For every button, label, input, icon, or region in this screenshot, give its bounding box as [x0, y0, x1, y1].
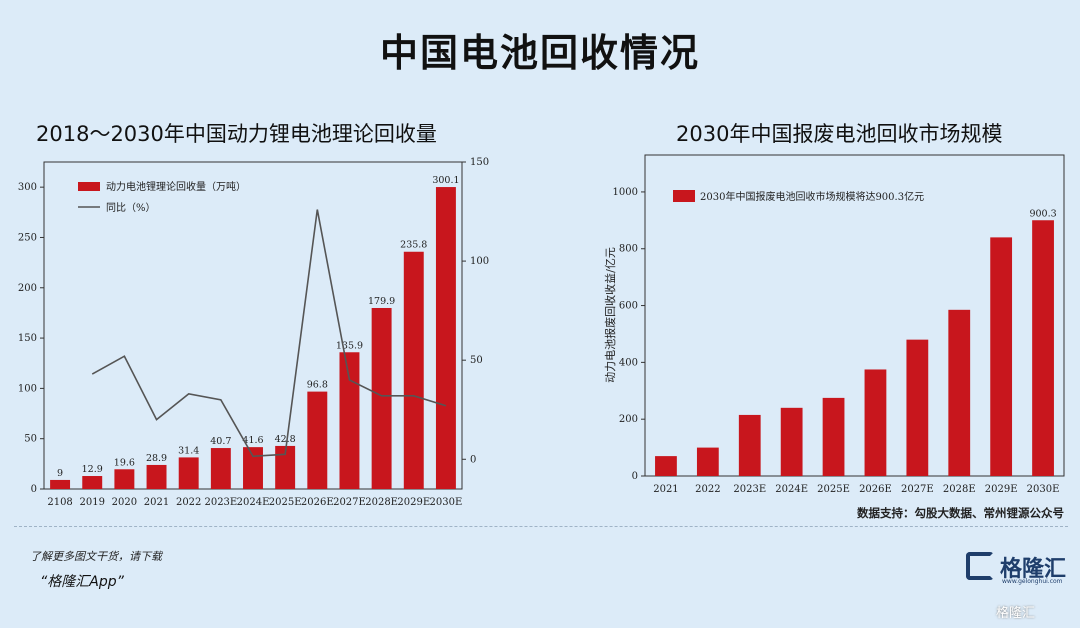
market-x-tick-label: 2022	[695, 484, 720, 495]
left-x-tick-label: 2028E	[365, 497, 398, 508]
volume-bar-label: 12.9	[82, 464, 103, 475]
left-y-tick-label: 200	[18, 283, 37, 294]
right-y-tick-label: 50	[470, 355, 483, 366]
volume-bar	[339, 352, 360, 489]
market-x-tick-label: 2030E	[1027, 484, 1060, 495]
left-y-tick-label: 300	[18, 182, 37, 193]
legend-line-label: 同比（%）	[106, 202, 156, 214]
right-y-tick-label: 0	[470, 454, 476, 465]
left-x-tick-label: 2020	[112, 497, 137, 508]
market-bar	[1032, 220, 1054, 476]
left-y-tick-label: 0	[31, 484, 37, 495]
market-bar	[864, 369, 887, 476]
volume-bar	[243, 447, 263, 489]
market-legend-label: 2030年中国报废电池回收市场规模将达900.3亿元	[700, 190, 924, 203]
market-x-tick-label: 2029E	[985, 484, 1018, 495]
market-bar	[696, 447, 719, 476]
left-x-tick-label: 2019	[80, 497, 105, 508]
market-y-tick-label: 400	[619, 357, 638, 368]
left-x-tick-label: 2030E	[430, 497, 463, 508]
volume-bar	[146, 464, 167, 489]
volume-bar-label: 41.6	[242, 435, 263, 446]
market-bar	[990, 237, 1013, 476]
volume-bar-label: 40.7	[210, 436, 231, 447]
volume-bar	[403, 251, 424, 489]
logo-mark-icon	[966, 552, 994, 580]
market-bar	[906, 339, 929, 476]
left-x-tick-label: 2027E	[333, 497, 366, 508]
volume-bar	[371, 307, 392, 489]
market-x-tick-label: 2028E	[943, 484, 976, 495]
market-x-tick-label: 2023E	[733, 484, 766, 495]
download-note: 了解更多图文干货，请下载	[30, 550, 162, 563]
left-y-tick-label: 50	[24, 434, 37, 445]
volume-bar-label: 179.9	[368, 296, 395, 307]
market-y-tick-label: 0	[632, 471, 638, 482]
legend-bar-label: 动力电池锂理论回收量（万吨）	[106, 180, 246, 193]
right-y-tick-label: 100	[470, 256, 489, 267]
left-x-tick-label: 2026E	[301, 497, 334, 508]
left-y-tick-label: 100	[18, 383, 37, 394]
market-y-tick-label: 200	[619, 414, 638, 425]
logo-text: 格隆汇	[1000, 557, 1067, 582]
right-y-tick-label: 150	[470, 157, 489, 168]
market-bar	[738, 414, 761, 476]
market-x-tick-label: 2027E	[901, 484, 934, 495]
market-y-tick-label: 1000	[613, 187, 638, 198]
left-x-tick-label: 2108	[47, 497, 72, 508]
market-y-tick-label: 600	[619, 301, 638, 312]
volume-bar-label: 96.8	[307, 380, 328, 391]
left-y-tick-label: 150	[18, 333, 37, 344]
market-bar	[780, 407, 803, 476]
volume-bar	[210, 448, 231, 489]
legend-bar-swatch	[78, 182, 100, 191]
volume-bar-label: 235.8	[400, 240, 427, 251]
right-chart-title: 2030年中国报废电池回收市场规模	[676, 122, 1003, 146]
market-x-tick-label: 2021	[653, 484, 678, 495]
volume-bar-label: 300.1	[432, 175, 459, 186]
left-y-tick-label: 250	[18, 232, 37, 243]
left-x-tick-label: 2023E	[204, 497, 237, 508]
volume-bar-label: 135.9	[336, 340, 363, 351]
divider	[14, 526, 1068, 527]
market-bar	[948, 309, 971, 476]
volume-bar-label: 9	[57, 468, 63, 479]
market-bar	[655, 456, 677, 476]
market-bar	[822, 397, 845, 476]
volume-bar-label: 28.9	[146, 453, 167, 464]
app-name: “格隆汇App”	[40, 574, 124, 590]
right-plot-frame	[644, 154, 1065, 477]
volume-bar	[50, 479, 71, 489]
market-bar-label: 900.3	[1029, 208, 1056, 219]
volume-bar	[114, 469, 135, 489]
left-x-tick-label: 2025E	[269, 497, 302, 508]
page-title: 中国电池回收情况	[379, 31, 700, 75]
market-legend-swatch	[673, 190, 695, 202]
volume-bar-label: 31.4	[178, 445, 199, 456]
volume-bar-label: 19.6	[114, 457, 135, 468]
watermark: 格隆汇	[996, 606, 1036, 621]
volume-bar-label: 42.8	[275, 434, 296, 445]
gelonghui-logo: 格隆汇 www.gelonghui.com	[966, 550, 1070, 586]
yoy-growth-line	[91, 209, 447, 458]
volume-bar	[307, 391, 328, 489]
market-x-tick-label: 2025E	[817, 484, 850, 495]
data-source: 数据支持：勾股大数据、常州锂源公众号	[857, 506, 1064, 520]
logo-subtext: www.gelonghui.com	[1002, 578, 1063, 585]
volume-bar	[178, 457, 199, 489]
volume-bar	[275, 445, 296, 489]
left-x-tick-label: 2029E	[397, 497, 430, 508]
volume-bar	[435, 187, 456, 490]
volume-bar	[82, 476, 103, 489]
market-x-tick-label: 2026E	[859, 484, 892, 495]
left-x-tick-label: 2021	[144, 497, 169, 508]
market-y-tick-label: 800	[619, 244, 638, 255]
left-x-tick-label: 2022	[176, 497, 201, 508]
left-chart-title: 2018～2030年中国动力锂电池理论回收量	[36, 122, 437, 146]
left-x-tick-label: 2024E	[237, 497, 270, 508]
market-y-axis-label: 动力电池报废回收收益/亿元	[603, 247, 617, 383]
market-x-tick-label: 2024E	[775, 484, 808, 495]
